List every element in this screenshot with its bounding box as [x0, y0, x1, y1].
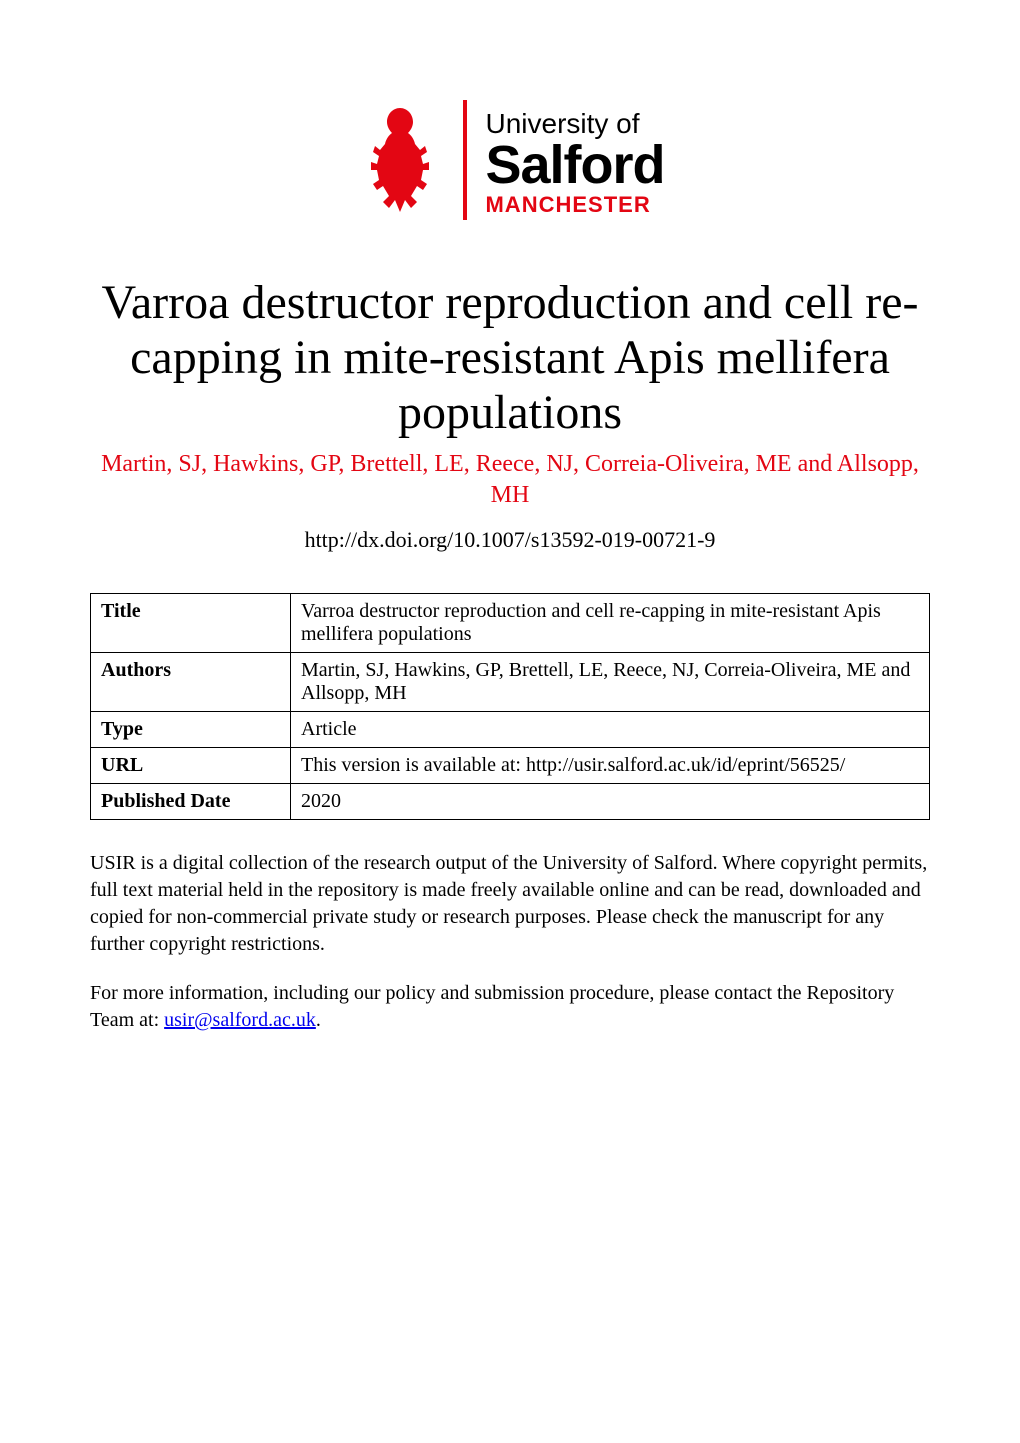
logo-text: University of Salford MANCHESTER [485, 110, 664, 216]
lion-icon [355, 100, 445, 225]
table-value-type: Article [291, 711, 930, 747]
table-value-authors: Martin, SJ, Hawkins, GP, Brettell, LE, R… [291, 652, 930, 711]
vertical-divider [463, 100, 467, 225]
table-value-url: This version is available at: http://usi… [291, 747, 930, 783]
document-authors: Martin, SJ, Hawkins, GP, Brettell, LE, R… [90, 449, 930, 511]
table-row: Type Article [91, 711, 930, 747]
contact-paragraph: For more information, including our poli… [90, 980, 930, 1034]
table-label-url: URL [91, 747, 291, 783]
contact-email-link[interactable]: usir@salford.ac.uk [164, 1009, 316, 1031]
table-row: Authors Martin, SJ, Hawkins, GP, Brettel… [91, 652, 930, 711]
table-row: Title Varroa destructor reproduction and… [91, 593, 930, 652]
usir-description: USIR is a digital collection of the rese… [90, 850, 930, 958]
table-row: Published Date 2020 [91, 783, 930, 819]
table-label-published-date: Published Date [91, 783, 291, 819]
logo-line-manchester: MANCHESTER [485, 194, 664, 216]
logo-block: University of Salford MANCHESTER [355, 100, 664, 225]
table-label-type: Type [91, 711, 291, 747]
document-doi: http://dx.doi.org/10.1007/s13592-019-007… [90, 527, 930, 553]
table-value-title: Varroa destructor reproduction and cell … [291, 593, 930, 652]
logo-line-university: University of [485, 110, 664, 138]
document-title: Varroa destructor reproduction and cell … [90, 275, 930, 441]
table-label-title: Title [91, 593, 291, 652]
table-row: URL This version is available at: http:/… [91, 747, 930, 783]
contact-text-suffix: . [316, 1009, 321, 1031]
logo-line-salford: Salford [485, 138, 664, 192]
table-label-authors: Authors [91, 652, 291, 711]
table-value-published-date: 2020 [291, 783, 930, 819]
logo-container: University of Salford MANCHESTER [90, 100, 930, 225]
metadata-table: Title Varroa destructor reproduction and… [90, 593, 930, 820]
